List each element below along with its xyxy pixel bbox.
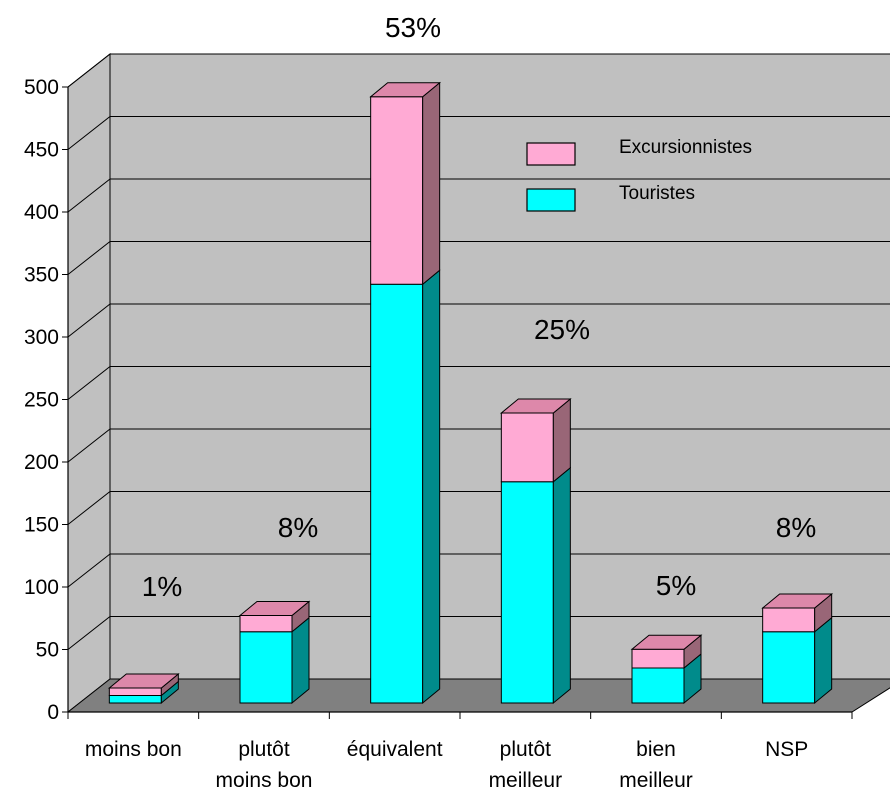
legend-swatch [526,142,576,166]
y-tick-label: 200 [24,451,59,474]
x-category-label: moins bon [216,769,313,792]
bar-segment [500,412,554,483]
bar-segment-side [422,269,441,705]
bar-stack [499,397,572,705]
y-tick-label: 0 [47,701,59,724]
legend-label: Excursionnistes [619,137,752,158]
legend: Excursionnistes Touristes [526,137,752,212]
gridline [67,428,890,463]
bar-segment-side [814,616,833,705]
bar-segment [108,695,162,704]
x-category-label: plutôt [238,738,290,761]
y-tick-label: 350 [24,264,59,287]
gridline [67,491,890,525]
bar-stack [369,81,442,705]
y-tick-label: 150 [24,514,59,537]
gridline [67,116,890,150]
bar-segment [239,615,293,633]
x-category-label: bien [636,738,676,761]
legend-label: Touristes [619,183,695,204]
percent-label: 8% [776,512,816,543]
bar-segment [762,607,816,633]
y-tick-label: 500 [24,76,59,99]
bar-segment [239,631,293,704]
bar-top [630,634,703,650]
bar-segment [370,283,424,704]
x-category-label: équivalent [347,738,443,761]
bar-segment [631,648,685,669]
legend-swatch [526,188,576,212]
bar-top [761,593,834,609]
bar-top [107,673,180,689]
x-category-label: moins bon [85,738,182,761]
bar-segment-side [552,466,571,705]
y-tick-label: 50 [36,639,59,662]
bar-segment-side [422,81,441,286]
y-tick-label: 300 [24,326,59,349]
bar-segment [631,667,685,704]
bar-segment-side [291,616,310,705]
percent-label: 53% [385,12,441,43]
gridline [67,366,890,400]
gridline [67,616,890,650]
x-category-label: meilleur [489,769,563,792]
percent-label: 8% [278,512,318,543]
bar-segment [500,481,554,704]
bar-top [238,601,311,616]
y-tick-label: 250 [24,389,59,412]
gridline [67,241,890,275]
gridline [67,553,890,588]
percent-label: 1% [142,571,182,602]
bar-stack [761,592,834,705]
bar-stack [238,600,311,705]
gridlines [67,53,890,650]
percent-label: 25% [534,314,590,345]
gridline [67,53,890,88]
percent-labels: 1% 8% 53% 25% 5% 8% [142,12,816,602]
x-category-label: plutôt [500,738,552,761]
gridline [67,303,890,338]
bar-top [499,398,572,414]
y-tick-label: 400 [24,201,59,224]
bar-segment [762,631,816,704]
bar-segment [370,96,424,285]
x-category-label: NSP [765,738,808,761]
bar-stack [107,672,180,705]
bar-segment [108,687,162,696]
percent-label: 5% [656,570,696,601]
bar-stack [630,634,703,705]
bar-top [369,82,442,98]
axes: 0 50 100 150 200 250 300 350 400 450 500 moins bon p… [24,76,853,792]
bars [107,81,834,705]
x-category-label: meilleur [619,769,693,792]
y-tick-label: 450 [24,139,59,162]
y-tick-label: 100 [24,576,59,599]
gridline [67,178,890,213]
